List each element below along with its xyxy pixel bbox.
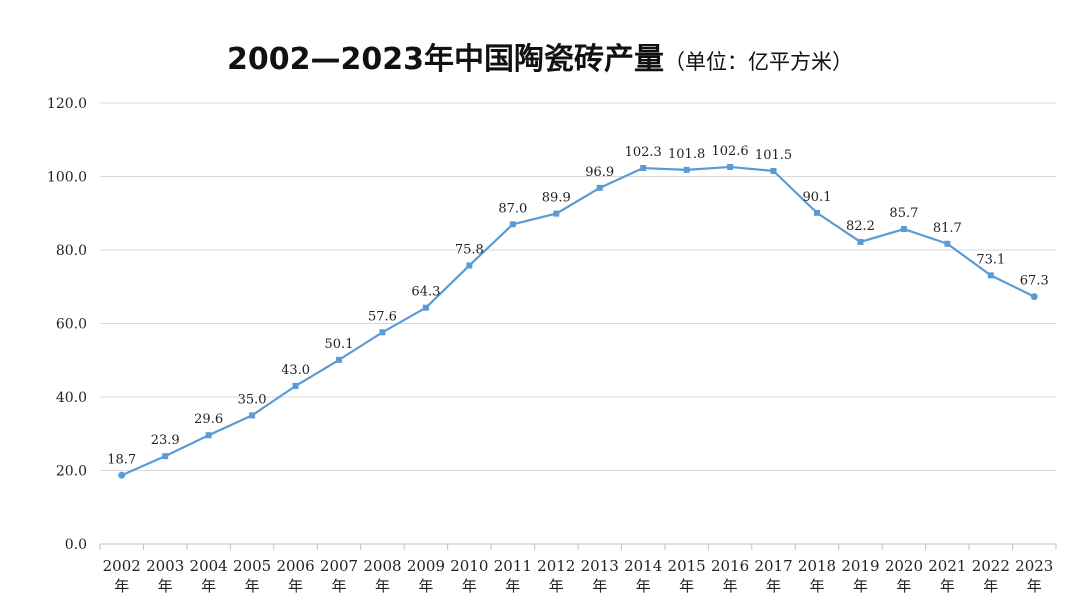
x-tick-label: 2017 年 <box>754 557 792 595</box>
data-label: 101.8 <box>668 147 705 162</box>
data-point <box>553 210 560 217</box>
data-label: 35.0 <box>238 392 267 407</box>
y-tick-label: 100.0 <box>47 170 87 186</box>
x-tick-label: 2020 年 <box>885 557 923 595</box>
data-label: 82.2 <box>846 219 875 234</box>
x-tick-label: 2011 年 <box>494 557 532 595</box>
data-point <box>205 432 212 439</box>
data-point <box>379 329 386 336</box>
data-point <box>249 412 256 419</box>
x-tick-label: 2013 年 <box>581 557 619 595</box>
x-tick-label: 2002 年 <box>103 557 141 595</box>
data-point <box>640 165 647 172</box>
data-label: 75.8 <box>455 242 484 257</box>
x-tick-label: 2015 年 <box>668 557 706 595</box>
data-label: 102.3 <box>625 145 662 160</box>
data-point <box>292 382 299 389</box>
x-tick-label: 2003 年 <box>146 557 184 595</box>
data-point <box>596 184 603 191</box>
data-point <box>509 221 516 228</box>
x-tick-label: 2005 年 <box>233 557 271 595</box>
data-labels: 18.7 23.9 29.6 35.0 43.0 50.1 57.6 64.3 75.8 87.0… <box>107 144 1048 467</box>
data-point <box>336 356 342 363</box>
x-tick-label: 2012 年 <box>537 557 575 595</box>
y-tick-label: 120.0 <box>47 96 87 112</box>
series-line-group <box>118 163 1038 479</box>
data-point <box>162 453 169 460</box>
y-tick-label: 0.0 <box>65 537 87 553</box>
data-label: 81.7 <box>933 221 962 236</box>
y-tick-label: 60.0 <box>56 317 87 333</box>
x-tick-label: 2018 年 <box>798 557 836 595</box>
data-label: 87.0 <box>498 201 527 216</box>
chart-title: 2002—2023年中国陶瓷砖产量（单位：亿平方米） <box>0 34 1080 78</box>
data-point <box>1030 293 1038 301</box>
data-label: 64.3 <box>411 285 440 300</box>
grid-lines <box>100 102 1056 545</box>
data-label: 18.7 <box>107 452 136 467</box>
data-label: 90.1 <box>803 190 832 205</box>
x-tick-label: 2022 年 <box>972 557 1010 595</box>
y-tick-label: 20.0 <box>56 464 87 480</box>
data-point <box>814 209 820 216</box>
x-tick-label: 2014 年 <box>624 557 662 595</box>
y-tick-label: 80.0 <box>56 243 87 259</box>
data-label: 85.7 <box>889 206 918 221</box>
chart-title-unit: （单位：亿平方米） <box>664 50 853 74</box>
x-tick-label: 2023 年 <box>1015 557 1053 595</box>
data-point <box>683 166 690 173</box>
x-tick-label: 2007 年 <box>320 557 358 595</box>
x-tick-label: 2004 年 <box>190 557 228 595</box>
data-point <box>727 163 734 170</box>
data-point <box>118 471 126 479</box>
x-tick-label: 2010 年 <box>450 557 488 595</box>
data-point <box>466 262 473 269</box>
data-label: 29.6 <box>194 412 223 427</box>
data-label: 43.0 <box>281 363 310 378</box>
data-label: 23.9 <box>151 433 180 448</box>
data-point <box>900 226 907 233</box>
data-label: 96.9 <box>585 165 614 180</box>
x-tick-label: 2009 年 <box>407 557 445 595</box>
data-label: 50.1 <box>325 337 354 352</box>
data-label: 73.1 <box>976 252 1005 267</box>
data-label: 67.3 <box>1020 274 1049 289</box>
data-label: 57.6 <box>368 309 397 324</box>
x-tick-label: 2019 年 <box>841 557 879 595</box>
chart-title-main: 2002—2023年中国陶瓷砖产量 <box>227 42 664 77</box>
y-tick-label: 40.0 <box>56 390 87 406</box>
series-line <box>121 165 1035 477</box>
data-label: 89.9 <box>542 191 571 206</box>
x-tick-label: 2008 年 <box>363 557 401 595</box>
data-point <box>770 167 777 174</box>
data-point <box>944 240 951 247</box>
x-tick-label: 2006 年 <box>276 557 314 595</box>
data-point <box>422 304 429 311</box>
data-label: 102.6 <box>711 144 748 159</box>
data-point <box>987 272 994 279</box>
data-label: 101.5 <box>755 148 792 163</box>
x-tick-label: 2021 年 <box>928 557 966 595</box>
x-tick-label: 2016 年 <box>711 557 749 595</box>
data-point <box>857 238 864 245</box>
y-axis-ticks: 0.0 20.0 40.0 60.0 80.0 100.0 120.0 <box>47 96 87 553</box>
